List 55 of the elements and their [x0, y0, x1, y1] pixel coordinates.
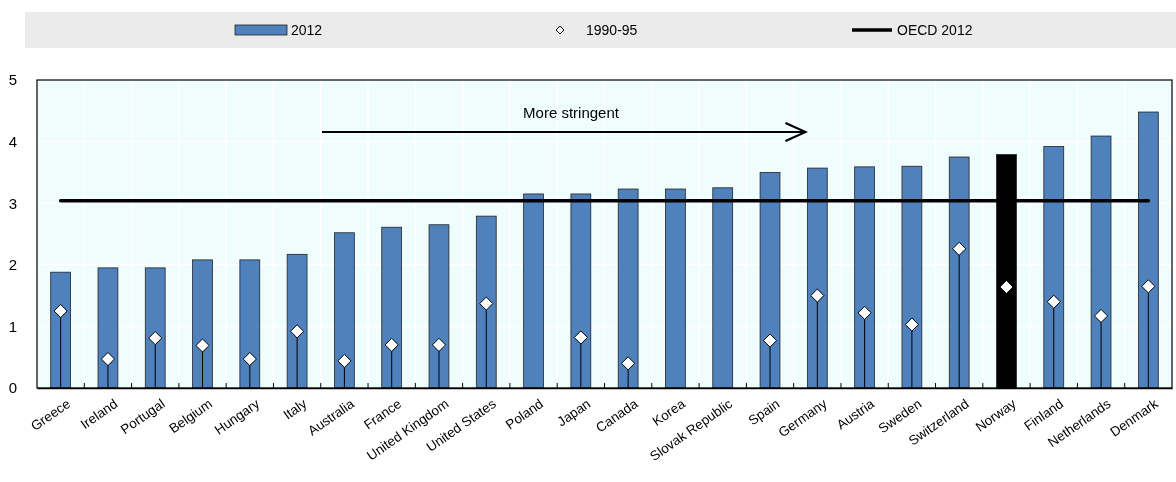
bar: [617, 188, 639, 389]
bar: [334, 232, 355, 389]
legend-label: OECD 2012: [897, 21, 973, 38]
bar: [428, 224, 450, 389]
point: [431, 337, 447, 352]
point: [573, 330, 588, 345]
y-tick-label: 0: [8, 379, 17, 397]
bar: [1090, 135, 1112, 389]
point: [621, 356, 636, 371]
bar: [523, 193, 544, 389]
point: [384, 337, 399, 352]
bar: [475, 215, 497, 389]
bar: [144, 267, 166, 389]
point: [999, 279, 1014, 295]
bar: [570, 193, 592, 389]
bar: [1138, 111, 1159, 389]
point: [242, 351, 257, 367]
bar: [901, 165, 923, 389]
point: [810, 288, 825, 303]
bar: [948, 156, 970, 389]
legend-label: 1990-95: [586, 21, 638, 38]
point: [100, 351, 116, 367]
bar: [712, 187, 734, 389]
point: [195, 338, 210, 353]
bar: [239, 259, 261, 389]
point: [1093, 308, 1109, 323]
bar: [381, 226, 403, 389]
point: [857, 305, 872, 320]
bar: [665, 188, 686, 389]
y-tick-label: 3: [8, 194, 17, 212]
point: [1046, 294, 1061, 309]
bar: [1043, 146, 1065, 389]
bar: [286, 253, 308, 389]
bar: [192, 259, 213, 389]
y-tick-label: 1: [8, 317, 17, 335]
bar: [759, 172, 781, 389]
bar: [854, 166, 875, 389]
point: [290, 324, 305, 339]
point: [904, 317, 919, 332]
bar: [50, 271, 71, 389]
y-tick-label: 5: [8, 71, 17, 89]
point: [1141, 279, 1156, 294]
point: [53, 303, 68, 319]
point: [762, 333, 778, 348]
bar: [97, 267, 119, 389]
point: [337, 353, 352, 368]
point: [952, 241, 967, 256]
annotation: More stringent: [523, 104, 620, 121]
y-tick-label: 4: [8, 132, 17, 150]
x-tick-label: Italy: [280, 395, 310, 423]
y-tick-label: 2: [8, 256, 17, 274]
point: [479, 296, 494, 311]
legend-label: 2012: [291, 21, 323, 38]
bar: [806, 167, 828, 389]
point: [148, 331, 163, 346]
